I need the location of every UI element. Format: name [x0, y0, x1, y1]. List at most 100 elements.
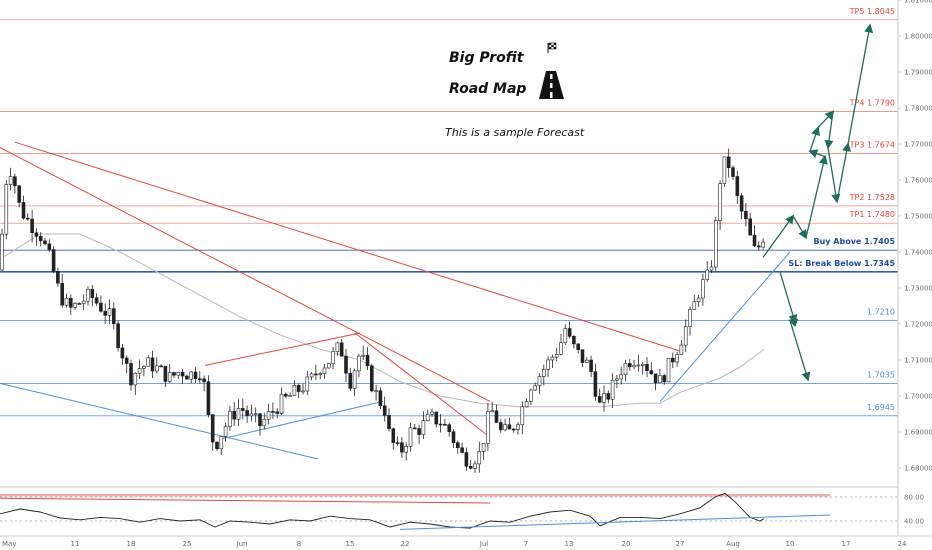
candle-body	[486, 411, 490, 444]
price-tick-label: 1.80000	[904, 33, 932, 41]
candle-body	[142, 365, 146, 369]
oscillator-pane: 80.00 40.00	[0, 486, 924, 530]
candle-body	[176, 371, 181, 376]
chart-title: Big Profit	[449, 50, 525, 66]
candle-body	[124, 357, 129, 364]
candle-body	[726, 156, 731, 168]
time-tick-label: Jul	[479, 540, 489, 548]
level-label: 1.7035	[867, 370, 895, 379]
candle-body	[627, 363, 632, 368]
trendline	[0, 382, 319, 460]
level-label: 1.6945	[867, 403, 895, 412]
candle-body	[756, 245, 761, 248]
candle-body	[653, 373, 658, 384]
price-tick-label: 1.81000	[904, 0, 932, 5]
trendline	[354, 332, 489, 436]
candle-body	[400, 442, 404, 453]
time-tick-label: May	[2, 540, 16, 548]
candle-body	[679, 344, 684, 355]
time-tick-label: 24	[898, 540, 907, 548]
candle-body	[705, 269, 710, 280]
time-tick-label: 20	[622, 540, 631, 548]
price-tick-label: 1.70000	[904, 393, 932, 401]
candle-body	[417, 428, 421, 435]
candle-body	[51, 249, 56, 272]
chart-annotation: This is a sample Forecast	[445, 126, 585, 139]
price-tick-label: 1.79000	[904, 69, 932, 77]
forecast-arrow	[809, 126, 820, 152]
candle-body	[430, 411, 434, 415]
candle-body	[477, 451, 482, 465]
candle-body	[331, 351, 335, 364]
level-label: Buy Above 1.7405	[813, 237, 895, 246]
candle-body	[236, 408, 241, 420]
candle-body	[584, 359, 589, 363]
candle-body	[529, 389, 533, 402]
candle-body	[752, 234, 757, 247]
candle-body	[296, 385, 301, 392]
candle-body	[258, 413, 262, 427]
levels-layer: TP5 1.8045 TP4 1.7790 TP3 1.7674 TP2 1.7528…	[0, 7, 898, 417]
time-tick-label: 13	[565, 540, 574, 548]
forecast-arrow	[827, 147, 841, 204]
candle-body	[507, 424, 512, 430]
candle-body	[335, 342, 340, 352]
candle-body	[253, 413, 258, 416]
level-label: TP5 1.8045	[849, 7, 895, 16]
level-label: 1.7210	[867, 307, 895, 316]
candle-body	[425, 413, 430, 421]
candle-body	[81, 300, 86, 304]
price-tick-label: 1.69000	[904, 429, 932, 437]
candle-body	[378, 390, 383, 407]
candle-body	[464, 452, 469, 467]
candle-body	[391, 428, 396, 443]
candle-body	[4, 184, 9, 235]
candle-body	[189, 371, 193, 380]
candle-body	[382, 405, 387, 416]
oscillator-tick-label: 80.00	[904, 494, 924, 502]
time-tick-label: 11	[71, 540, 80, 548]
candle-body	[692, 301, 697, 310]
candle-body	[99, 302, 103, 312]
candle-body	[249, 413, 254, 417]
candle-body	[662, 375, 667, 383]
time-tick-label: 8	[297, 540, 301, 548]
oscillator-blue-trendline	[399, 514, 831, 530]
candle-body	[524, 401, 529, 408]
candle-body	[64, 298, 69, 306]
candle-body	[503, 424, 507, 431]
price-tick-label: 1.77000	[904, 141, 932, 149]
checkered-flag-icon	[547, 42, 557, 53]
candle-body	[133, 372, 138, 386]
level-label: TP3 1.7674	[849, 140, 895, 149]
forecast-arrow	[836, 142, 852, 202]
candle-body	[103, 310, 107, 316]
forecast-arrow	[805, 154, 828, 238]
candle-body	[116, 323, 120, 349]
candle-body	[107, 308, 112, 316]
candle-body	[537, 376, 542, 387]
candle-body	[43, 240, 47, 245]
candle-body	[318, 373, 323, 376]
candle-body	[451, 431, 456, 443]
candle-body	[241, 408, 245, 411]
candle-body	[69, 298, 73, 308]
road-icon	[539, 71, 564, 99]
oscillator-red-trendline	[0, 497, 491, 504]
candle-body	[159, 365, 163, 368]
trendlines-layer	[0, 141, 791, 460]
candle-body	[455, 442, 460, 449]
candle-body	[262, 418, 267, 427]
candle-body	[731, 167, 735, 177]
candle-body	[610, 379, 615, 400]
candle-body	[365, 354, 370, 367]
price-tick-label: 1.73000	[904, 285, 932, 293]
candle-body	[314, 373, 318, 376]
candle-body	[563, 328, 568, 343]
candle-body	[60, 282, 65, 306]
candle-body	[421, 420, 426, 435]
candle-body	[198, 378, 202, 381]
forecast-arrow	[788, 318, 799, 328]
candle-body	[666, 357, 671, 383]
